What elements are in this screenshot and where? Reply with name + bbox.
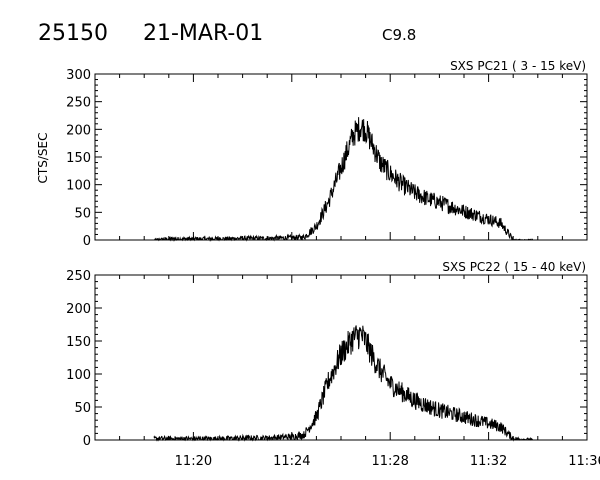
panel-2-y-axis: 0 50 100 150 200 250: [66, 269, 587, 449]
panel-1: SXS PC21 ( 3 - 15 keV) CTS/SEC 0 50 100 150…: [36, 59, 588, 249]
y-tick-label: 250: [66, 269, 91, 284]
panel-2-series-line: [153, 325, 534, 442]
x-tick-label: 11:20: [175, 454, 212, 469]
x-tick-label: 11:32: [470, 454, 507, 469]
y-tick-label: 150: [66, 151, 91, 166]
y-tick-label: 150: [66, 335, 91, 350]
y-tick-label: 100: [66, 368, 91, 383]
x-tick-label: 11:28: [371, 454, 408, 469]
event-date: 21-MAR-01: [143, 21, 263, 46]
panel-1-frame: [94, 73, 588, 241]
y-tick-label: 50: [74, 401, 91, 416]
panel-2-x-axis: 11:20 11:24 11:28 11:32 11:36: [119, 275, 600, 469]
y-tick-label: 0: [83, 434, 91, 449]
y-tick-label: 250: [66, 96, 91, 111]
y-tick-label: 300: [66, 68, 91, 83]
panel-1-title: SXS PC21 ( 3 - 15 keV): [450, 59, 586, 73]
flare-class: C9.8: [382, 26, 416, 44]
event-id: 25150: [38, 21, 108, 46]
x-tick-label: 11:36: [568, 454, 600, 469]
panel-2: SXS PC22 ( 15 - 40 keV) 050100150200250 …: [66, 260, 600, 469]
panel-1-x-axis: [119, 74, 563, 240]
panel-1-series-line: [153, 117, 534, 242]
y-tick-label: 200: [66, 123, 91, 138]
y-tick-label: 200: [66, 302, 91, 317]
y-tick-label: 0: [83, 234, 91, 249]
panel-2-title: SXS PC22 ( 15 - 40 keV): [442, 260, 586, 274]
panel-1-y-axis: 0 50 100 150 200 250 300: [66, 68, 587, 249]
x-tick-label: 11:24: [273, 454, 310, 469]
panel-1-ylabel: CTS/SEC: [36, 133, 50, 184]
y-tick-label: 100: [66, 179, 91, 194]
y-tick-label: 50: [74, 206, 91, 221]
